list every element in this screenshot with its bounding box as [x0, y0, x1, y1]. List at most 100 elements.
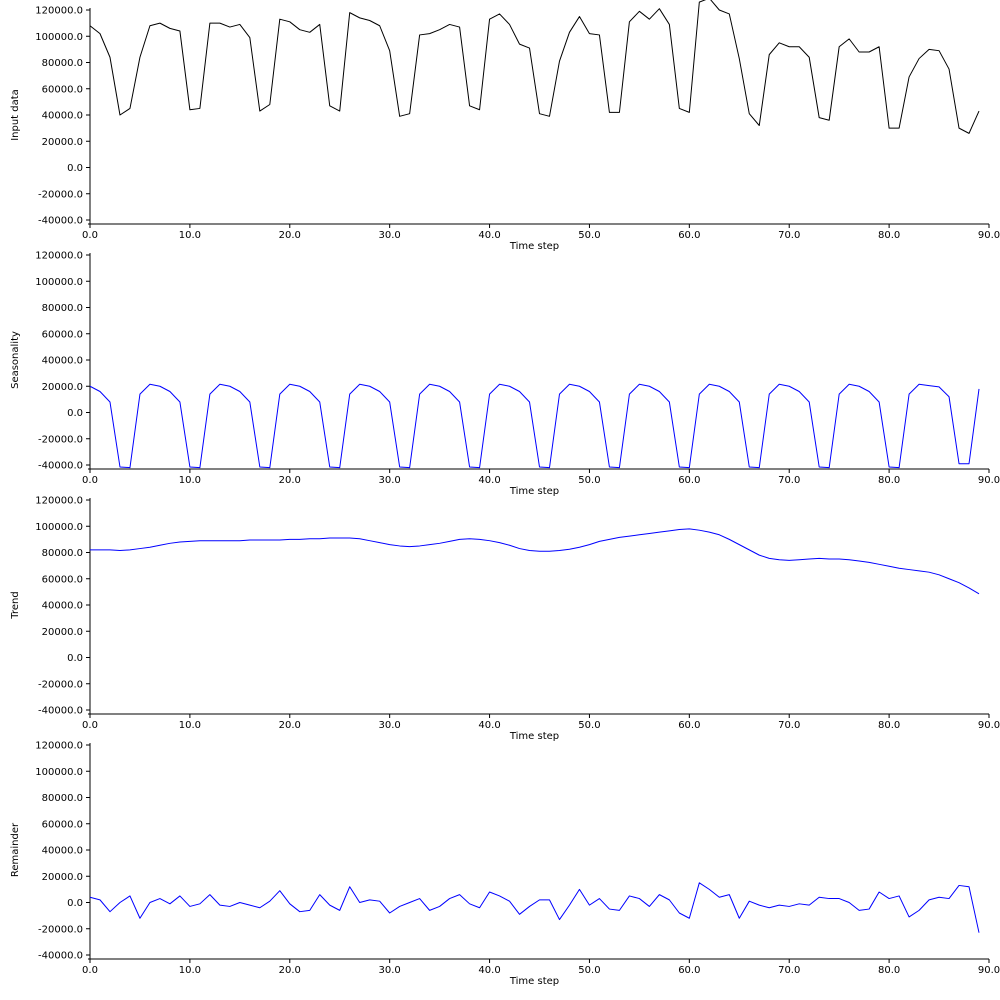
data-point [379, 542, 380, 543]
data-point [369, 386, 370, 387]
y-tick-label: 20000.0 [42, 872, 83, 883]
x-tick-label: 40.0 [478, 720, 500, 731]
data-point [299, 539, 300, 540]
data-point [609, 908, 610, 909]
data-point [729, 894, 730, 895]
data-point [679, 108, 680, 109]
data-point [908, 916, 909, 917]
data-point [519, 44, 520, 45]
data-point [179, 30, 180, 31]
y-tick-label: 120000.0 [35, 741, 83, 752]
data-point [579, 547, 580, 548]
x-tick-label: 50.0 [578, 230, 600, 241]
data-point [89, 25, 90, 26]
data-point [109, 57, 110, 58]
data-point [149, 25, 150, 26]
y-tick-label: 0.0 [67, 653, 83, 664]
data-point [369, 899, 370, 900]
y-tick-label: 40000.0 [42, 111, 83, 122]
data-point [669, 899, 670, 900]
data-point [369, 20, 370, 21]
x-axis-title: Time step [509, 731, 559, 742]
data-point [669, 24, 670, 25]
data-point [289, 21, 290, 22]
data-point [968, 133, 969, 134]
data-point [589, 391, 590, 392]
x-tick-label: 0.0 [82, 965, 98, 976]
data-point [469, 105, 470, 106]
data-point [239, 24, 240, 25]
data-point [249, 37, 250, 38]
x-tick-label: 10.0 [179, 475, 201, 486]
data-point [89, 386, 90, 387]
data-point [139, 918, 140, 919]
y-tick-label: 80000.0 [42, 548, 83, 559]
x-tick-label: 50.0 [578, 720, 600, 731]
x-tick-label: 90.0 [978, 965, 1000, 976]
data-point [139, 57, 140, 58]
data-point [689, 918, 690, 919]
data-point [599, 898, 600, 899]
data-point [229, 386, 230, 387]
data-point [689, 467, 690, 468]
data-point [899, 128, 900, 129]
data-point [389, 401, 390, 402]
data-point [669, 401, 670, 402]
data-point [799, 903, 800, 904]
data-point [269, 539, 270, 540]
y-tick-label: 0.0 [67, 163, 83, 174]
data-point [549, 551, 550, 552]
data-point [968, 587, 969, 588]
data-point [279, 19, 280, 20]
data-point [779, 905, 780, 906]
data-point [319, 24, 320, 25]
data-point [209, 23, 210, 24]
data-point [349, 12, 350, 13]
y-tick-label: 100000.0 [35, 32, 83, 43]
data-point [239, 391, 240, 392]
data-point [769, 907, 770, 908]
data-point [199, 540, 200, 541]
data-point [549, 116, 550, 117]
data-point [759, 467, 760, 468]
data-point [958, 582, 959, 583]
data-point [549, 467, 550, 468]
x-tick-label: 50.0 [578, 965, 600, 976]
data-point [978, 388, 979, 389]
data-point [829, 558, 830, 559]
data-point [349, 394, 350, 395]
data-point [958, 463, 959, 464]
y-tick-label: -40000.0 [38, 951, 83, 962]
data-point [918, 384, 919, 385]
x-tick-label: 70.0 [778, 475, 800, 486]
panel-0: -40000.0 -20000.0 0.0 20000.0 40000.0 60000.0… [10, 0, 1000, 252]
data-point [809, 905, 810, 906]
data-point [859, 51, 860, 52]
data-point [199, 903, 200, 904]
y-tick-label: 60000.0 [42, 84, 83, 95]
data-point [978, 932, 979, 933]
data-point [579, 16, 580, 17]
data-point [759, 555, 760, 556]
data-point [779, 42, 780, 43]
data-point [829, 898, 830, 899]
y-tick-label: 60000.0 [42, 819, 83, 830]
data-point [399, 466, 400, 467]
data-point [449, 391, 450, 392]
data-point [379, 391, 380, 392]
data-point [379, 25, 380, 26]
data-point [579, 386, 580, 387]
data-point [599, 401, 600, 402]
data-point [179, 541, 180, 542]
x-tick-label: 0.0 [82, 475, 98, 486]
y-tick-label: 20000.0 [42, 627, 83, 638]
data-point [289, 539, 290, 540]
x-tick-label: 60.0 [678, 230, 700, 241]
x-tick-label: 10.0 [179, 965, 201, 976]
data-point [89, 549, 90, 550]
data-point [749, 466, 750, 467]
data-point [599, 541, 600, 542]
data-point [309, 910, 310, 911]
data-point [359, 902, 360, 903]
data-point [409, 546, 410, 547]
